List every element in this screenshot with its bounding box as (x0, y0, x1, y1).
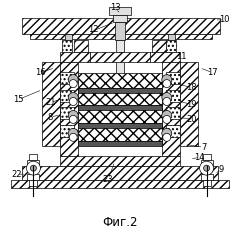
Text: 7: 7 (201, 143, 206, 152)
Bar (74, 40, 88, 52)
Bar (201, 174, 213, 180)
Circle shape (162, 93, 172, 103)
Bar (78, 123, 162, 128)
Circle shape (30, 165, 36, 171)
Bar (78, 91, 162, 106)
Circle shape (200, 161, 214, 175)
Circle shape (26, 161, 40, 175)
Circle shape (68, 110, 78, 120)
Bar (203, 154, 210, 160)
Text: 10: 10 (219, 15, 230, 24)
Text: 22: 22 (11, 170, 22, 179)
Bar (166, 72, 180, 84)
Bar (78, 109, 162, 123)
Bar (166, 125, 180, 137)
Text: 12: 12 (88, 25, 98, 34)
Circle shape (163, 80, 171, 88)
Bar (78, 106, 162, 110)
Bar (42, 62, 60, 146)
Circle shape (68, 75, 78, 85)
Circle shape (69, 116, 77, 123)
Text: 16: 16 (35, 68, 46, 77)
Bar (113, 15, 127, 22)
Bar (60, 72, 74, 84)
Bar (162, 62, 180, 156)
Text: 14: 14 (194, 153, 205, 162)
Bar (152, 40, 166, 52)
Bar (166, 90, 180, 101)
Text: 17: 17 (207, 68, 218, 77)
Text: 15: 15 (13, 95, 24, 104)
Bar (78, 88, 162, 93)
Text: 11: 11 (176, 52, 187, 61)
Bar (116, 40, 124, 52)
Bar (166, 107, 180, 119)
Bar (30, 180, 37, 186)
Text: 23: 23 (103, 175, 113, 184)
Bar (150, 52, 180, 62)
Bar (27, 174, 39, 180)
Text: Фиг.2: Фиг.2 (102, 216, 138, 229)
Circle shape (163, 116, 171, 123)
Bar (23, 18, 220, 34)
Bar (60, 52, 90, 62)
Circle shape (163, 97, 171, 106)
Circle shape (68, 128, 78, 138)
Circle shape (163, 133, 171, 141)
Bar (60, 62, 78, 156)
Text: 20: 20 (186, 115, 197, 124)
Bar (78, 73, 162, 88)
Circle shape (69, 80, 77, 88)
Circle shape (162, 128, 172, 138)
Bar (115, 22, 125, 40)
Bar (203, 180, 210, 186)
Bar (62, 40, 72, 52)
Text: 9: 9 (219, 165, 224, 174)
Bar (30, 154, 37, 160)
Text: 18: 18 (186, 83, 197, 92)
Circle shape (69, 133, 77, 141)
Text: 21: 21 (45, 98, 56, 107)
Bar (23, 166, 217, 180)
Bar (11, 180, 229, 188)
Text: 19: 19 (186, 100, 197, 109)
Bar (78, 126, 162, 141)
Text: 13: 13 (110, 3, 120, 12)
Bar (109, 7, 131, 15)
Text: 8: 8 (48, 113, 53, 122)
Bar (27, 160, 39, 166)
Circle shape (69, 97, 77, 106)
Bar (78, 141, 162, 146)
Circle shape (204, 165, 210, 171)
Bar (201, 160, 213, 166)
Bar (65, 34, 72, 40)
Circle shape (68, 93, 78, 103)
Bar (30, 34, 211, 39)
Circle shape (162, 110, 172, 120)
Bar (116, 52, 124, 112)
Bar (168, 34, 175, 40)
Bar (180, 62, 198, 146)
Circle shape (162, 75, 172, 85)
Bar (60, 125, 74, 137)
Bar (90, 52, 150, 62)
Bar (60, 90, 74, 101)
Bar (60, 107, 74, 119)
Bar (60, 156, 180, 166)
Bar (166, 40, 176, 52)
